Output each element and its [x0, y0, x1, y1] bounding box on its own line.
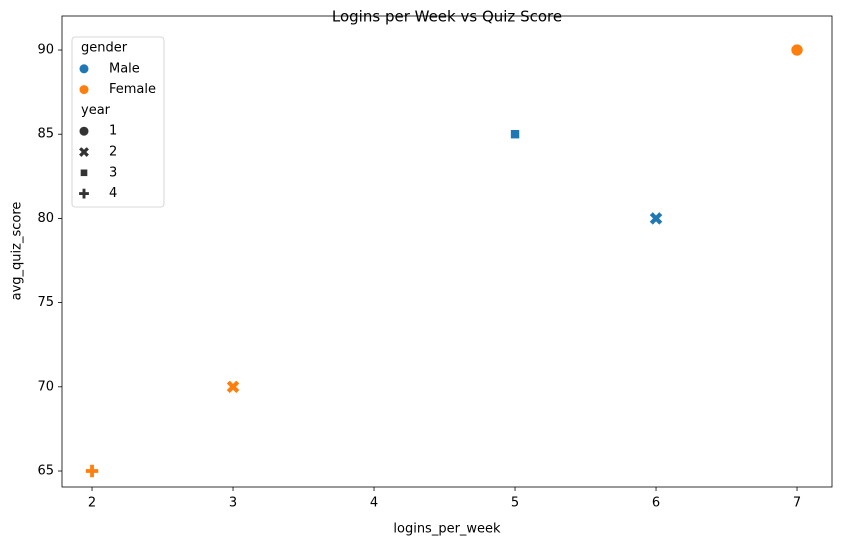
legend-marker	[78, 188, 90, 200]
legend-title: gender	[81, 41, 128, 56]
legend-label: Female	[109, 82, 156, 97]
legend-marker	[78, 146, 90, 158]
y-tick-label: 90	[37, 43, 54, 58]
chart-title: Logins per Week vs Quiz Score	[332, 8, 562, 26]
y-tick-label: 80	[37, 211, 54, 226]
x-tick-label: 5	[511, 496, 519, 511]
legend-title: year	[81, 103, 111, 118]
legend-marker	[78, 84, 90, 95]
legend-label: Male	[109, 61, 140, 76]
y-tick-label: 75	[37, 295, 54, 310]
x-tick-label: 7	[793, 496, 801, 511]
legend-marker	[80, 168, 88, 177]
legend-label: 3	[109, 165, 117, 180]
plot-frame	[61, 15, 833, 488]
legend-label: 4	[109, 186, 117, 201]
x-tick-label: 6	[652, 496, 660, 511]
y-tick-label: 65	[37, 464, 54, 479]
legend-label: 1	[109, 124, 117, 139]
x-tick-label: 2	[88, 496, 96, 511]
legend-marker	[78, 63, 90, 74]
point	[85, 464, 99, 478]
point	[648, 211, 664, 226]
legend-label: 2	[109, 145, 117, 160]
x-tick-label: 4	[370, 496, 378, 511]
legend-box	[71, 36, 165, 208]
x-axis-label: logins_per_week	[393, 522, 501, 537]
x-tick-label: 3	[229, 496, 237, 511]
point	[790, 43, 804, 57]
y-tick-label: 70	[37, 379, 54, 394]
point	[225, 379, 241, 394]
legend-marker	[78, 126, 90, 137]
y-axis-label: avg_quiz_score	[10, 202, 25, 301]
point	[510, 129, 520, 140]
y-tick-label: 85	[37, 127, 54, 142]
